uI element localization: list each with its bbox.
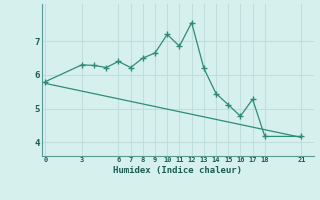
X-axis label: Humidex (Indice chaleur): Humidex (Indice chaleur) <box>113 166 242 175</box>
